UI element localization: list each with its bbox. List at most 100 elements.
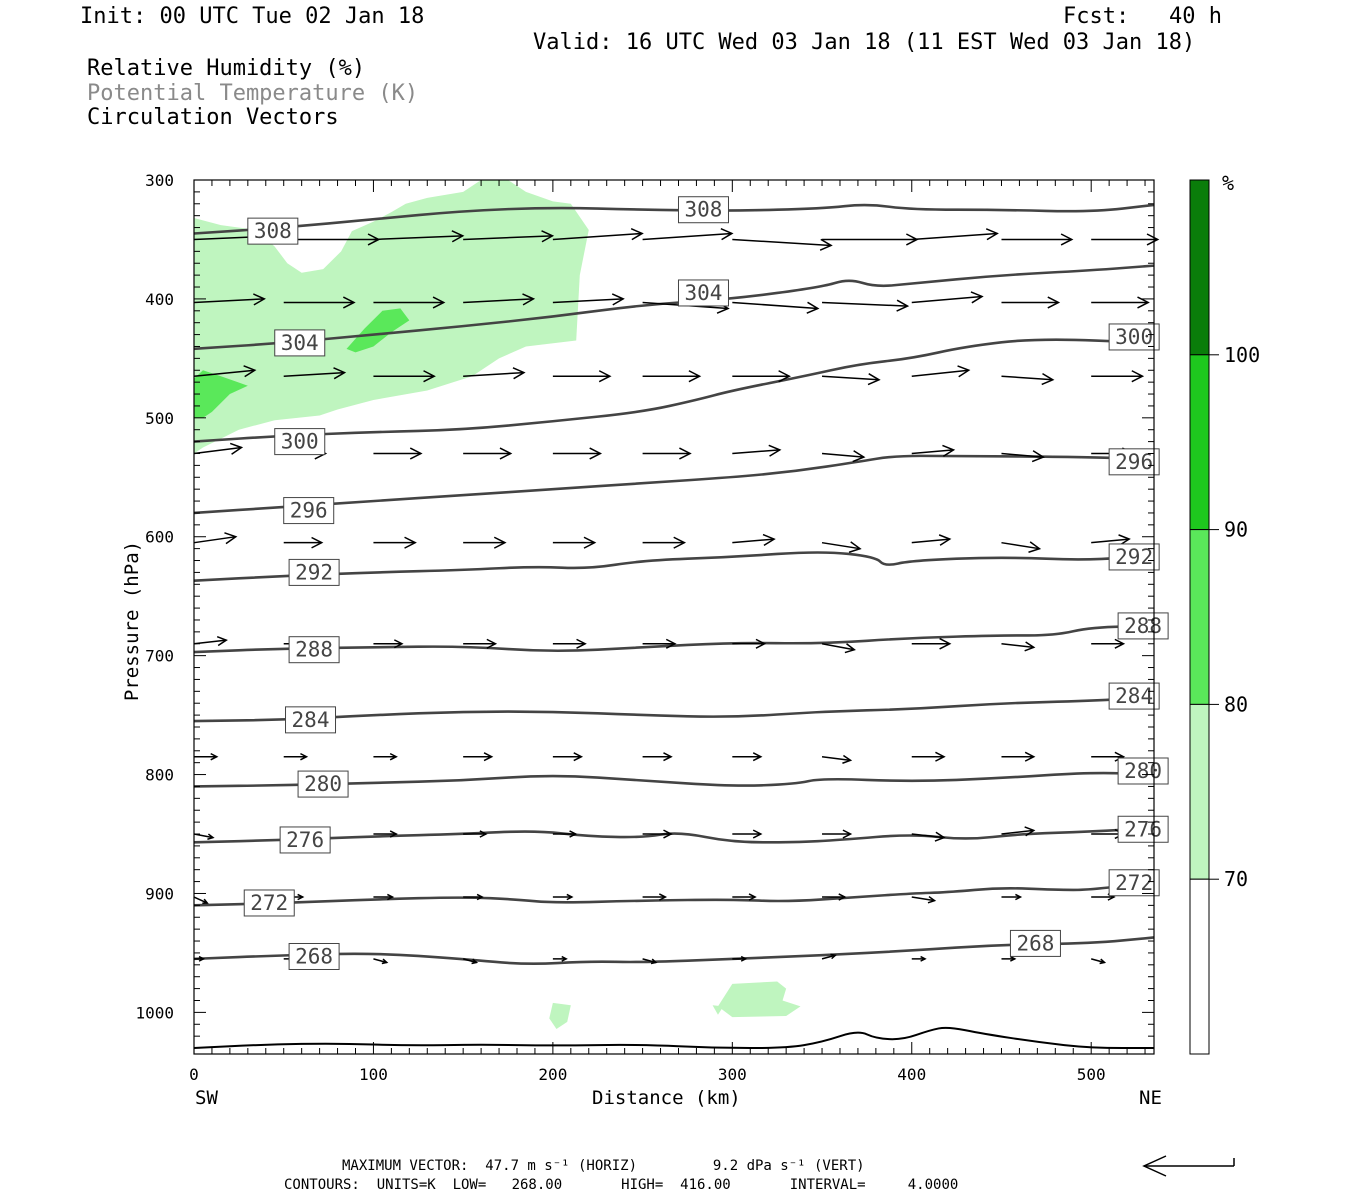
vector-head-62 xyxy=(844,643,856,654)
vector-head-61 xyxy=(755,638,767,649)
theta-label-292-box xyxy=(288,558,340,586)
vector-head-17 xyxy=(806,301,820,314)
vector-17 xyxy=(732,301,818,310)
vector-head-14 xyxy=(522,293,536,306)
surface-line-layer xyxy=(193,1026,1154,1050)
vector-head-12 xyxy=(342,296,356,309)
rh-region-1 xyxy=(717,981,801,1018)
vector-4 xyxy=(552,232,643,241)
vector-head-83 xyxy=(752,829,763,839)
theta-label-extra-5-box xyxy=(1108,682,1160,710)
vector-106 xyxy=(821,954,836,960)
vector-head-63 xyxy=(939,637,952,650)
x-tick-label-200: 200 xyxy=(538,1065,567,1084)
y-tick-label-1000: 1000 xyxy=(135,1003,174,1022)
theta-contour-300 xyxy=(193,338,1155,443)
colorbar-segment-1 xyxy=(1189,354,1210,531)
vector-head-70 xyxy=(573,752,584,762)
vector-head-72 xyxy=(752,752,763,762)
theta-label-extra-10: 308 xyxy=(685,198,723,222)
vector-head-53 xyxy=(1028,541,1042,553)
vector-head-26 xyxy=(598,370,612,383)
vector-head-2 xyxy=(451,230,465,243)
vector-head-91 xyxy=(476,893,484,901)
vector-head-82 xyxy=(663,829,673,839)
vector-101 xyxy=(373,958,387,964)
x-tick-label-0: 0 xyxy=(189,1065,199,1084)
vector-15 xyxy=(552,298,624,304)
vector-head-9 xyxy=(1060,233,1074,246)
y-tick-label-400: 400 xyxy=(145,290,174,309)
theta-label-extra-6: 280 xyxy=(1124,759,1162,783)
theta-contour-296 xyxy=(193,454,1155,515)
theta-label-276: 276 xyxy=(286,828,324,852)
theta-contour-272 xyxy=(193,880,1155,907)
vector-head-59 xyxy=(576,638,587,649)
theta-label-extra-5: 284 xyxy=(1115,684,1153,708)
theta-label-extra-9-box xyxy=(1009,929,1061,957)
theta-label-308: 308 xyxy=(254,219,292,243)
vector-102 xyxy=(462,958,477,964)
vector-head-105 xyxy=(740,955,748,962)
vector-head-77 xyxy=(207,833,215,840)
vector-head-67 xyxy=(300,752,309,761)
theta-label-extra-1-box xyxy=(1108,323,1160,351)
vector-86 xyxy=(1001,829,1034,835)
theta-label-296-box xyxy=(283,497,335,525)
vector-18 xyxy=(822,301,908,307)
vector-head-4 xyxy=(630,228,644,241)
theta-label-extra-8: 272 xyxy=(1115,871,1153,895)
vector-29 xyxy=(821,375,880,381)
vector-head-74 xyxy=(935,751,946,762)
theta-label-288-box xyxy=(288,636,340,664)
vector-head-81 xyxy=(569,830,578,838)
contour-info: CONTOURS: UNITS=K LOW= 268.00 HIGH= 416.… xyxy=(284,1177,959,1193)
vector-head-92 xyxy=(566,893,574,901)
vector-head-21 xyxy=(1137,296,1150,309)
rh-region-5 xyxy=(346,308,410,353)
vector-head-51 xyxy=(848,541,862,553)
vector-head-101 xyxy=(381,958,389,965)
theta-label-extra-4-box xyxy=(1117,612,1169,640)
colorbar-segment-2 xyxy=(1189,529,1210,705)
vector-14 xyxy=(463,298,534,304)
vector-head-30 xyxy=(957,365,971,378)
vector-head-68 xyxy=(389,752,398,761)
vector-head-97 xyxy=(1015,893,1023,901)
vector-head-15 xyxy=(611,293,625,306)
colorbar-segment-3 xyxy=(1189,703,1210,880)
x-axis-label: Distance (km) xyxy=(592,1087,741,1109)
theta-label-extra-7: 276 xyxy=(1124,817,1162,841)
vector-head-25 xyxy=(512,367,526,380)
vector-2 xyxy=(373,235,463,241)
theta-label-extra-0: 304 xyxy=(281,331,319,355)
vector-25 xyxy=(463,371,525,377)
vector-head-46 xyxy=(404,536,417,549)
x-tick-label-400: 400 xyxy=(897,1065,926,1084)
vector-head-44 xyxy=(224,532,238,545)
vector-41 xyxy=(911,449,954,455)
theta-contour-292 xyxy=(193,551,1155,583)
vector-head-41 xyxy=(942,444,956,457)
theta-label-extra-10-box xyxy=(677,196,729,224)
theta-label-300-box xyxy=(274,428,326,456)
vector-head-54 xyxy=(1118,534,1131,546)
vector-head-19 xyxy=(970,291,984,304)
colorbar-label-70: 70 xyxy=(1224,867,1248,891)
vector-head-45 xyxy=(311,536,324,549)
vector-head-108 xyxy=(1009,955,1017,962)
colorbar: % 100 90 80 70 xyxy=(1189,171,1260,1055)
max-vector-info: MAXIMUM VECTOR: 47.7 m s⁻¹ (HORIZ) 9.2 d… xyxy=(342,1158,865,1174)
vector-head-50 xyxy=(762,533,776,547)
vector-head-52 xyxy=(938,534,952,546)
reference-vector-head xyxy=(1142,1155,1167,1177)
vector-head-90 xyxy=(387,893,395,901)
vector-39 xyxy=(732,449,780,455)
vector-head-107 xyxy=(920,955,927,962)
vector-head-35 xyxy=(409,447,423,460)
theta-label-280: 280 xyxy=(304,772,342,796)
theta-label-extra-7-box xyxy=(1117,815,1169,843)
plot-border xyxy=(193,179,1155,1055)
x-axis-left-end: SW xyxy=(195,1087,218,1109)
